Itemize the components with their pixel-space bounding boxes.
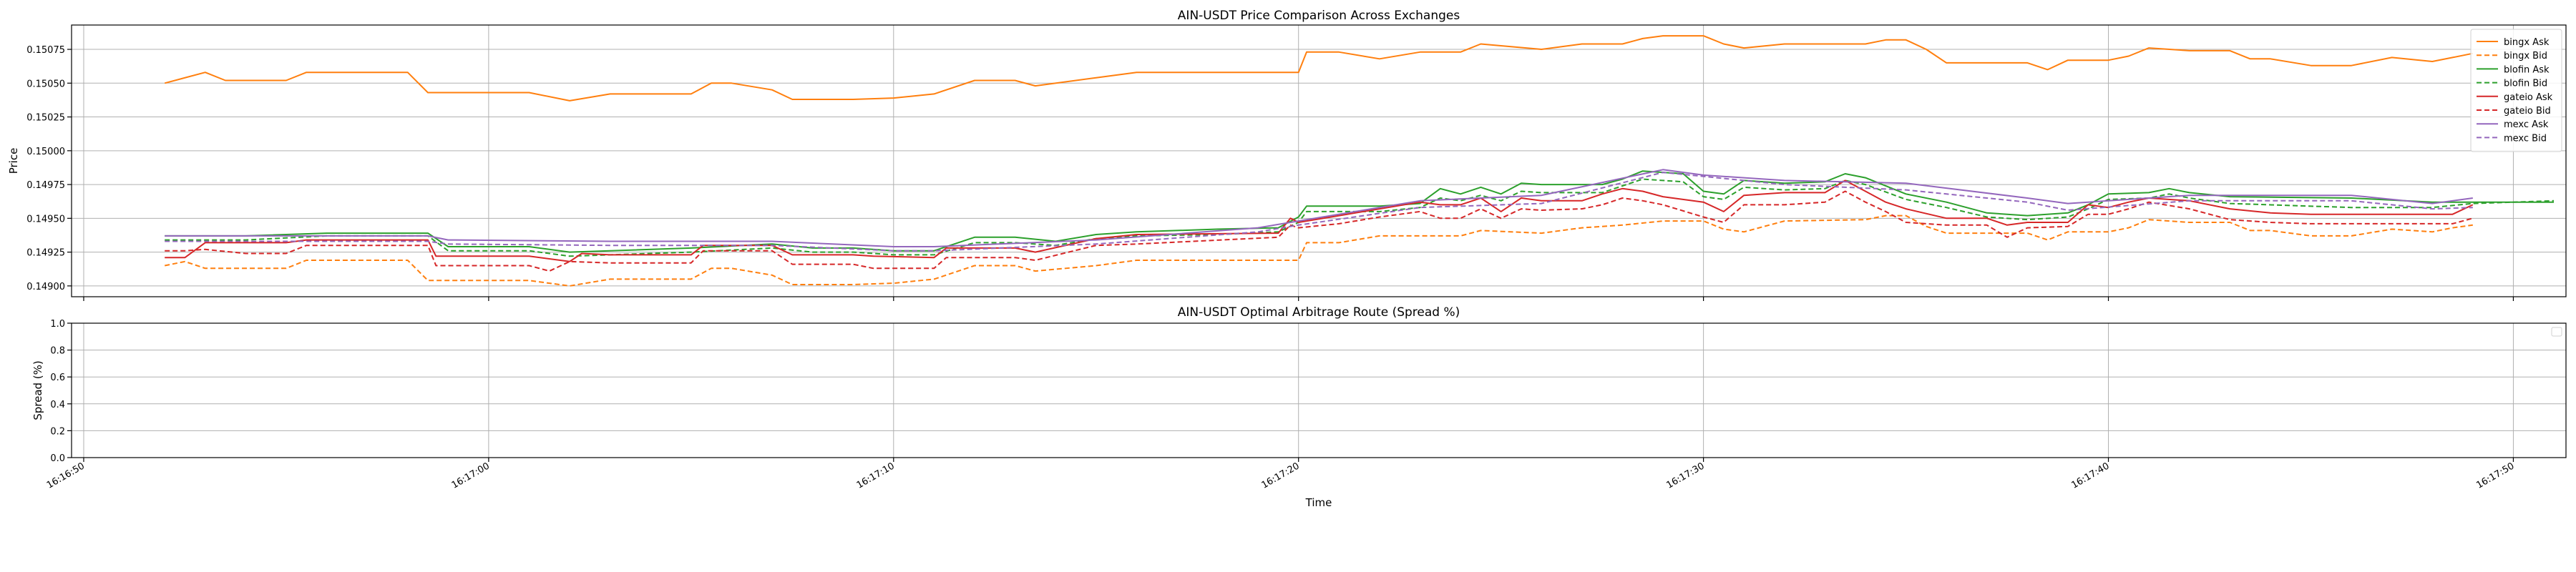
spread-y-ticks: 0.0 0.2 0.4 0.6 0.8 1.0 [50, 319, 72, 464]
price-y-tick-label: 0.14950 [26, 214, 65, 225]
series-line-mexc-ask [165, 169, 2473, 247]
series-line-gateio-ask [165, 179, 2474, 262]
spread-panel-frame [71, 322, 2567, 458]
spread-y-tick-label: 1.0 [50, 319, 65, 330]
price-x-ticks [83, 297, 2514, 301]
spread-legend-box [2551, 327, 2562, 337]
price-series-lines [164, 35, 2555, 287]
legend-box [2470, 29, 2562, 152]
series-line-bingx-bid [165, 214, 2473, 287]
price-panel-frame [71, 24, 2567, 297]
series-line-gateio-bid [165, 190, 2474, 272]
spread-y-tick-label: 0.4 [50, 400, 65, 410]
spread-y-tick-label: 0.0 [50, 453, 65, 464]
legend-label: mexc Bid [2504, 133, 2547, 144]
price-y-tick-label: 0.14975 [26, 180, 65, 191]
spread-panel-background [72, 323, 2566, 458]
price-chart-title: AIN-USDT Price Comparison Across Exchang… [1178, 9, 1460, 23]
series-line-blofin-bid [165, 178, 2555, 257]
spread-y-tick-label: 0.2 [50, 426, 65, 437]
series-line-bingx-ask [164, 35, 2473, 102]
spread-y-tick-label: 0.8 [50, 346, 65, 357]
price-y-tick-label: 0.14925 [26, 248, 65, 259]
price-gridlines [72, 25, 2566, 297]
legend-label: blofin Bid [2504, 79, 2547, 89]
price-y-tick-label: 0.15050 [26, 79, 65, 89]
legend-label: bingx Bid [2504, 51, 2547, 61]
spread-chart-title: AIN-USDT Optimal Arbitrage Route (Spread… [1178, 305, 1460, 320]
price-y-ticks: 0.14900 0.14925 0.14950 0.14975 0.15000 0.150… [26, 45, 72, 292]
price-y-axis-label: Price [7, 148, 20, 174]
spread-y-tick-label: 0.6 [50, 373, 65, 383]
price-legend: bingx Ask bingx Bid blofin Ask blofin Bid ga… [2470, 29, 2562, 152]
legend-label: gateio Bid [2504, 106, 2551, 117]
price-y-tick-label: 0.15025 [26, 113, 65, 124]
series-line-mexc-bid [165, 172, 2473, 252]
spread-x-axis-label: Time [1305, 496, 1332, 509]
price-y-tick-label: 0.14900 [26, 282, 65, 292]
legend-label: gateio Ask [2504, 92, 2553, 103]
spread-y-axis-label: Spread (%) [31, 360, 44, 420]
legend-label: bingx Ask [2504, 37, 2550, 48]
legend-label: blofin Ask [2504, 64, 2550, 75]
legend-label: mexc Ask [2504, 119, 2549, 130]
price-y-tick-label: 0.15075 [26, 45, 65, 56]
price-panel: 0.14900 0.14925 0.14950 0.14975 0.15000 0.150… [7, 9, 2567, 301]
price-y-tick-label: 0.15000 [26, 147, 65, 157]
